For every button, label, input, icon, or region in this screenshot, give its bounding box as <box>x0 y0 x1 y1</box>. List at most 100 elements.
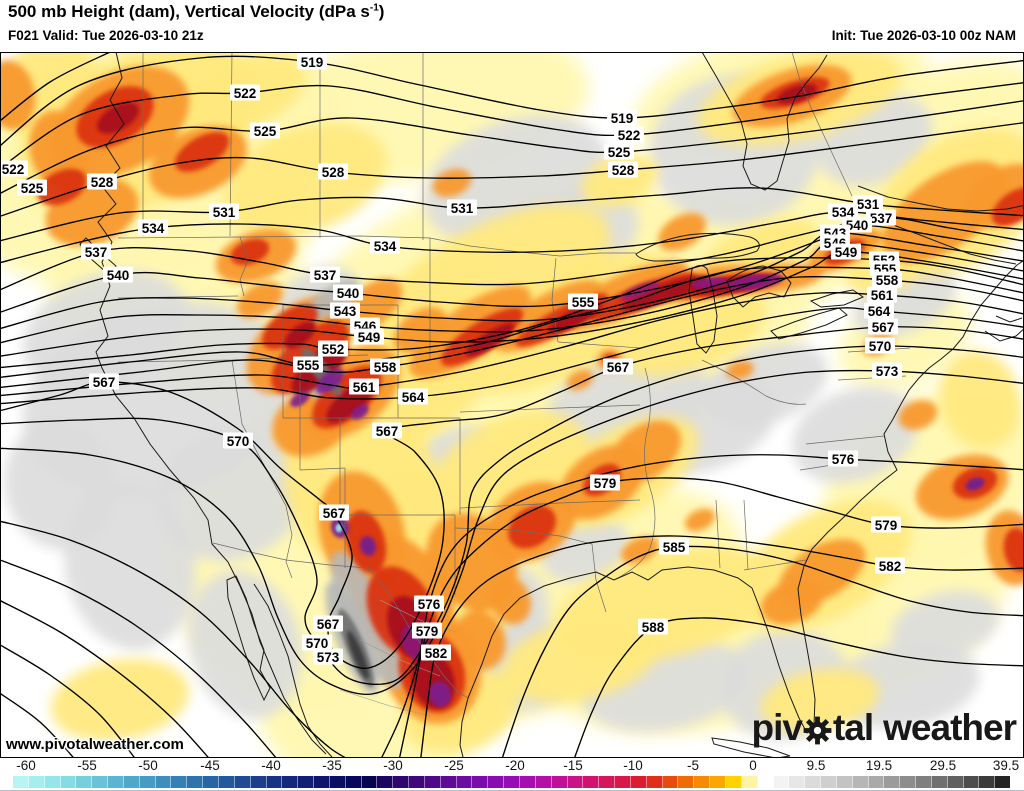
colorbar-cell <box>329 776 346 788</box>
mexico-border-path <box>379 599 457 633</box>
contour-label-box <box>81 243 111 260</box>
red-blob <box>1003 528 1024 572</box>
contour-label-text: 528 <box>91 175 114 190</box>
colorbar-cell <box>963 776 980 788</box>
contour-label-text: 573 <box>876 364 899 379</box>
colorbar-cell <box>409 776 425 788</box>
contour-label-box <box>872 362 902 379</box>
colorbar-cell <box>424 776 441 788</box>
lake-outline-path <box>726 265 792 308</box>
colorbar-cell <box>646 776 663 788</box>
contour-label: 552 <box>318 340 348 357</box>
colorbar-tick-label: -50 <box>138 758 158 773</box>
contour-label: 567 <box>868 318 898 335</box>
contour-label-box <box>831 243 861 260</box>
colorbar-cell <box>725 776 742 788</box>
contour-label-text: 579 <box>875 518 898 533</box>
contour-label-text: 567 <box>323 506 346 521</box>
contour-label-text: 531 <box>857 197 880 212</box>
light-gray-blob <box>891 590 999 660</box>
contour-label-box <box>590 474 620 491</box>
colorbar-tick-label: -35 <box>322 758 342 773</box>
contour-label: 525 <box>250 122 280 139</box>
orange-blob <box>489 575 531 625</box>
colorbar-cell <box>868 776 885 788</box>
contour-label: 576 <box>414 595 444 612</box>
contour-label-text: 576 <box>832 452 855 467</box>
contour-label-box <box>302 634 332 651</box>
purple-core-blob <box>315 368 345 394</box>
contour-label-box <box>638 618 668 635</box>
colorbar-cell <box>979 776 996 788</box>
colorbar-cell <box>583 776 600 788</box>
contour-label: 567 <box>319 504 349 521</box>
purple-core-blob <box>428 681 452 707</box>
contour-label: 567 <box>372 422 402 439</box>
colorbar-cell <box>535 776 552 788</box>
coastline-path <box>226 575 271 702</box>
contour-label-text: 525 <box>21 181 44 196</box>
contour-label-text: 531 <box>213 205 236 220</box>
colorbar-cell <box>28 776 45 788</box>
contour-label: 537 <box>866 209 896 226</box>
contour-label: 579 <box>412 622 442 639</box>
purple-core-blob <box>692 277 728 289</box>
contour-label-text: 528 <box>322 165 345 180</box>
colorbar-tick-label: 39.5 <box>992 758 1020 773</box>
colorbar-cell <box>821 776 837 788</box>
contour-label: 540 <box>333 284 363 301</box>
colorbar-cell <box>187 776 204 788</box>
forecast-valid-label: F021 Valid: Tue 2026-03-10 21z <box>8 28 204 43</box>
coastline-path <box>995 315 1023 323</box>
shading-gray-streak-darkest <box>347 630 369 680</box>
contour-label-box <box>398 388 428 405</box>
contour-label-text: 567 <box>376 424 399 439</box>
red-blob <box>262 304 318 350</box>
colorbar-tick-label: -45 <box>200 758 220 773</box>
contour-label: 579 <box>590 474 620 491</box>
colorbar-cell <box>789 776 806 788</box>
contour-label-text: 519 <box>611 111 634 126</box>
contour-label-box <box>0 160 28 177</box>
contour-label-box <box>103 266 133 283</box>
contour-label-text: 558 <box>374 360 397 375</box>
contour-label: 567 <box>603 358 633 375</box>
contour-label-box <box>319 504 349 521</box>
contour-label: 573 <box>313 648 343 665</box>
contour-label-text: 582 <box>425 646 448 661</box>
contour-label-text: 567 <box>93 375 116 390</box>
contour-label-box <box>853 195 883 212</box>
contour-label-box <box>828 203 858 220</box>
colorbar-cell <box>203 776 219 788</box>
map-frame-bottom <box>0 757 1024 758</box>
contour-label-box <box>865 337 895 354</box>
state-border-path <box>285 505 293 579</box>
yellow-blob <box>501 617 659 703</box>
page-title: 500 mb Height (dam), Vertical Velocity (… <box>8 2 384 22</box>
contour-label-box <box>230 84 260 101</box>
contour-label: 540 <box>103 266 133 283</box>
contour-label-box <box>867 286 897 303</box>
contour-label-text: 540 <box>846 218 869 233</box>
contour-label-text: 528 <box>612 163 635 178</box>
colorbar-cell <box>805 776 822 788</box>
colorbar-cell <box>92 776 109 788</box>
contour-label: 522 <box>230 84 260 101</box>
contour-label-text: 522 <box>234 86 257 101</box>
state-border-path <box>743 559 807 571</box>
mexico-border-path <box>339 689 431 717</box>
contour-label-box <box>370 237 400 254</box>
colorbar-cell <box>852 776 869 788</box>
orange-blob <box>566 369 594 391</box>
colorbar-cell <box>836 776 853 788</box>
contour-label-box <box>614 126 644 143</box>
contour-label-text: 579 <box>594 476 617 491</box>
contour-label-box <box>293 356 323 373</box>
contour-label-text: 555 <box>572 295 595 310</box>
contour-label: 585 <box>659 538 689 555</box>
colorbar-cell <box>916 776 932 788</box>
state-border-path <box>613 367 656 581</box>
logo-part2: tal <box>832 707 874 748</box>
contour-label-text: 525 <box>254 124 277 139</box>
contour-label: 528 <box>87 173 117 190</box>
